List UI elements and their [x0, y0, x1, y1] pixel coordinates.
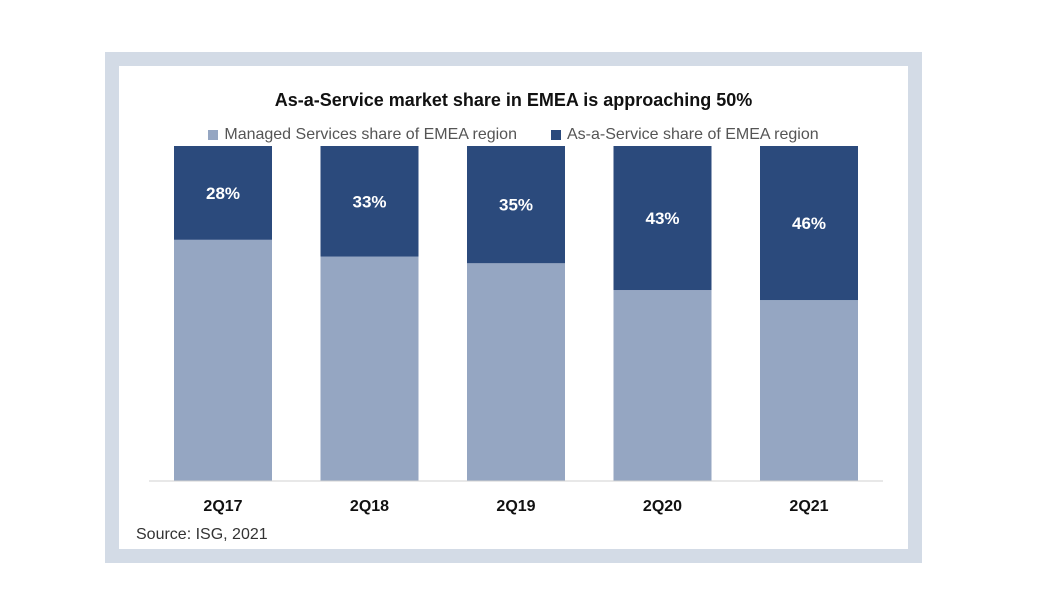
bar-as-a-service-2q18: [320, 146, 419, 257]
x-tick-2q19: 2Q19: [496, 498, 535, 515]
chart-frame: As-a-Service market share in EMEA is app…: [105, 52, 922, 563]
data-label-2q21: 46%: [792, 214, 826, 233]
stacked-bar-chart: 28% 2Q17 33% 2Q18 35% 2Q19 43% 2Q20 46% 2Q21: [149, 146, 883, 515]
data-label-2q19: 35%: [499, 196, 533, 215]
legend-swatch-as-a-service: [550, 130, 561, 140]
bar-as-a-service-2q21: [760, 146, 858, 301]
bar-as-a-service-2q19: [467, 146, 565, 264]
source-note: Source: ISG, 2021: [136, 526, 268, 543]
bar-managed-services-2q21: [760, 300, 858, 481]
chart-title: As-a-Service market share in EMEA is app…: [274, 90, 753, 110]
bar-as-a-service-2q17: [174, 146, 272, 240]
bar-managed-services-2q20: [613, 290, 712, 481]
bar-as-a-service-2q20: [613, 146, 712, 291]
legend-label-managed-services: Managed Services share of EMEA region: [224, 126, 517, 143]
legend-label-as-a-service: As-a-Service share of EMEA region: [566, 126, 819, 143]
data-label-2q17: 28%: [206, 184, 240, 203]
chart-panel: As-a-Service market share in EMEA is app…: [119, 66, 908, 549]
data-label-2q18: 33%: [352, 192, 386, 211]
bar-managed-services-2q19: [467, 263, 565, 481]
bar-managed-services-2q18: [320, 256, 419, 481]
legend-item-managed-services: Managed Services share of EMEA region: [208, 126, 517, 144]
x-tick-2q18: 2Q18: [350, 498, 389, 515]
bar-managed-services-2q17: [174, 239, 272, 481]
x-tick-2q20: 2Q20: [643, 498, 682, 515]
data-label-2q20: 43%: [645, 209, 679, 228]
chart-legend: Managed Services share of EMEA region As…: [119, 126, 908, 144]
x-tick-2q17: 2Q17: [203, 498, 242, 515]
legend-item-as-a-service: As-a-Service share of EMEA region: [550, 126, 819, 144]
legend-swatch-managed-services: [208, 130, 219, 140]
x-tick-2q21: 2Q21: [789, 498, 828, 515]
